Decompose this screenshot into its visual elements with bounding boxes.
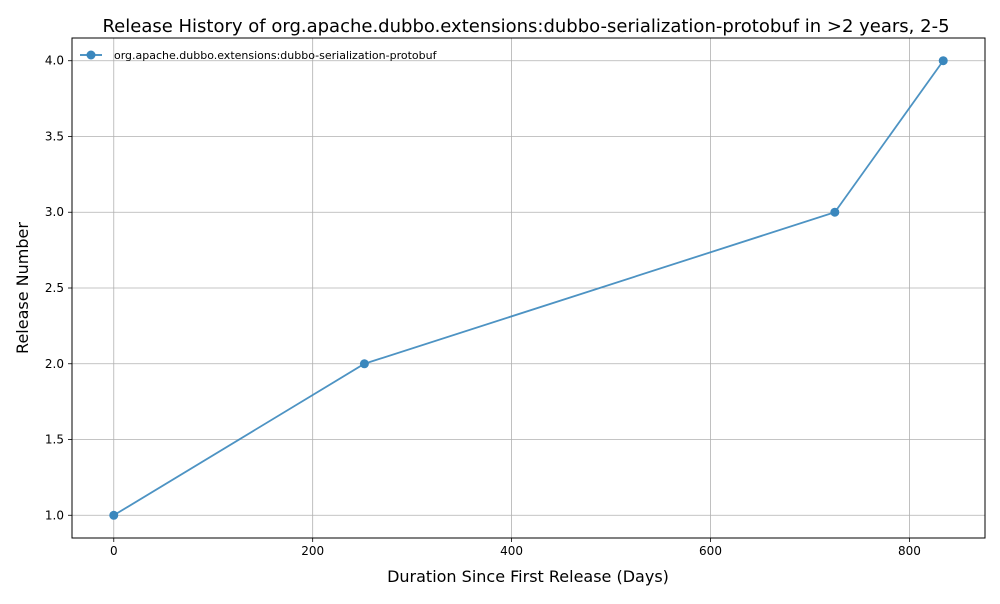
grid-lines	[72, 38, 985, 538]
y-axis-label: Release Number	[13, 222, 32, 354]
data-point	[938, 56, 948, 66]
x-tick-label: 200	[301, 544, 324, 558]
chart-title: Release History of org.apache.dubbo.exte…	[102, 16, 949, 37]
legend-point-marker	[86, 50, 96, 60]
y-axis-ticks: 1.0 1.5 2.0 2.5 3.0 3.5 4.0	[45, 54, 72, 522]
y-tick-label: 3.5	[45, 129, 64, 143]
data-point	[109, 510, 119, 520]
data-point	[359, 359, 369, 369]
y-tick-label: 1.0	[45, 508, 64, 522]
y-tick-label: 4.0	[45, 54, 64, 68]
legend-entry-label: org.apache.dubbo.extensions:dubbo-serial…	[114, 49, 438, 62]
y-tick-label: 1.5	[45, 433, 64, 447]
legend: org.apache.dubbo.extensions:dubbo-serial…	[80, 49, 438, 62]
y-tick-label: 2.5	[45, 281, 64, 295]
x-tick-label: 0	[110, 544, 118, 558]
data-point	[830, 207, 840, 217]
x-axis-label: Duration Since First Release (Days)	[387, 567, 669, 586]
x-tick-label: 400	[500, 544, 523, 558]
y-tick-label: 2.0	[45, 357, 64, 371]
x-axis-ticks: 0 200 400 600 800	[110, 538, 921, 558]
series-line	[113, 60, 944, 517]
y-tick-label: 3.0	[45, 205, 64, 219]
x-tick-label: 800	[898, 544, 921, 558]
x-tick-label: 600	[699, 544, 722, 558]
series-layer	[109, 56, 948, 520]
